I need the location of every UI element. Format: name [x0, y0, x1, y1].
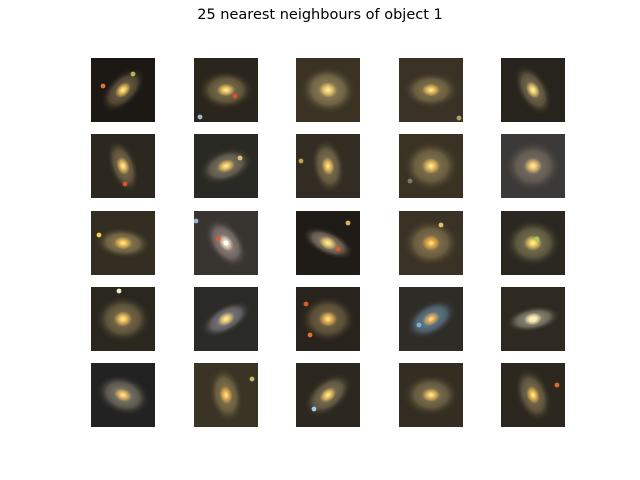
neighbour-image-7: [194, 134, 258, 198]
neighbour-image-1: [91, 58, 155, 122]
figure-title: 25 nearest neighbours of object 1: [197, 7, 443, 23]
neighbour-image-22: [194, 363, 258, 427]
neighbour-image-25: [501, 363, 565, 427]
neighbour-image-19: [399, 287, 463, 351]
neighbour-image-12: [194, 211, 258, 275]
neighbour-image-9: [399, 134, 463, 198]
neighbour-image-18: [296, 287, 360, 351]
neighbour-image-24: [399, 363, 463, 427]
neighbour-image-17: [194, 287, 258, 351]
neighbour-image-6: [91, 134, 155, 198]
neighbour-image-4: [399, 58, 463, 122]
neighbour-image-21: [91, 363, 155, 427]
neighbour-image-8: [296, 134, 360, 198]
neighbour-image-20: [501, 287, 565, 351]
neighbour-image-13: [296, 211, 360, 275]
neighbour-image-2: [194, 58, 258, 122]
neighbour-image-10: [501, 134, 565, 198]
neighbour-image-15: [501, 211, 565, 275]
neighbour-image-23: [296, 363, 360, 427]
neighbour-image-14: [399, 211, 463, 275]
neighbour-image-3: [296, 58, 360, 122]
neighbour-image-5: [501, 58, 565, 122]
neighbour-image-16: [91, 287, 155, 351]
neighbour-image-11: [91, 211, 155, 275]
